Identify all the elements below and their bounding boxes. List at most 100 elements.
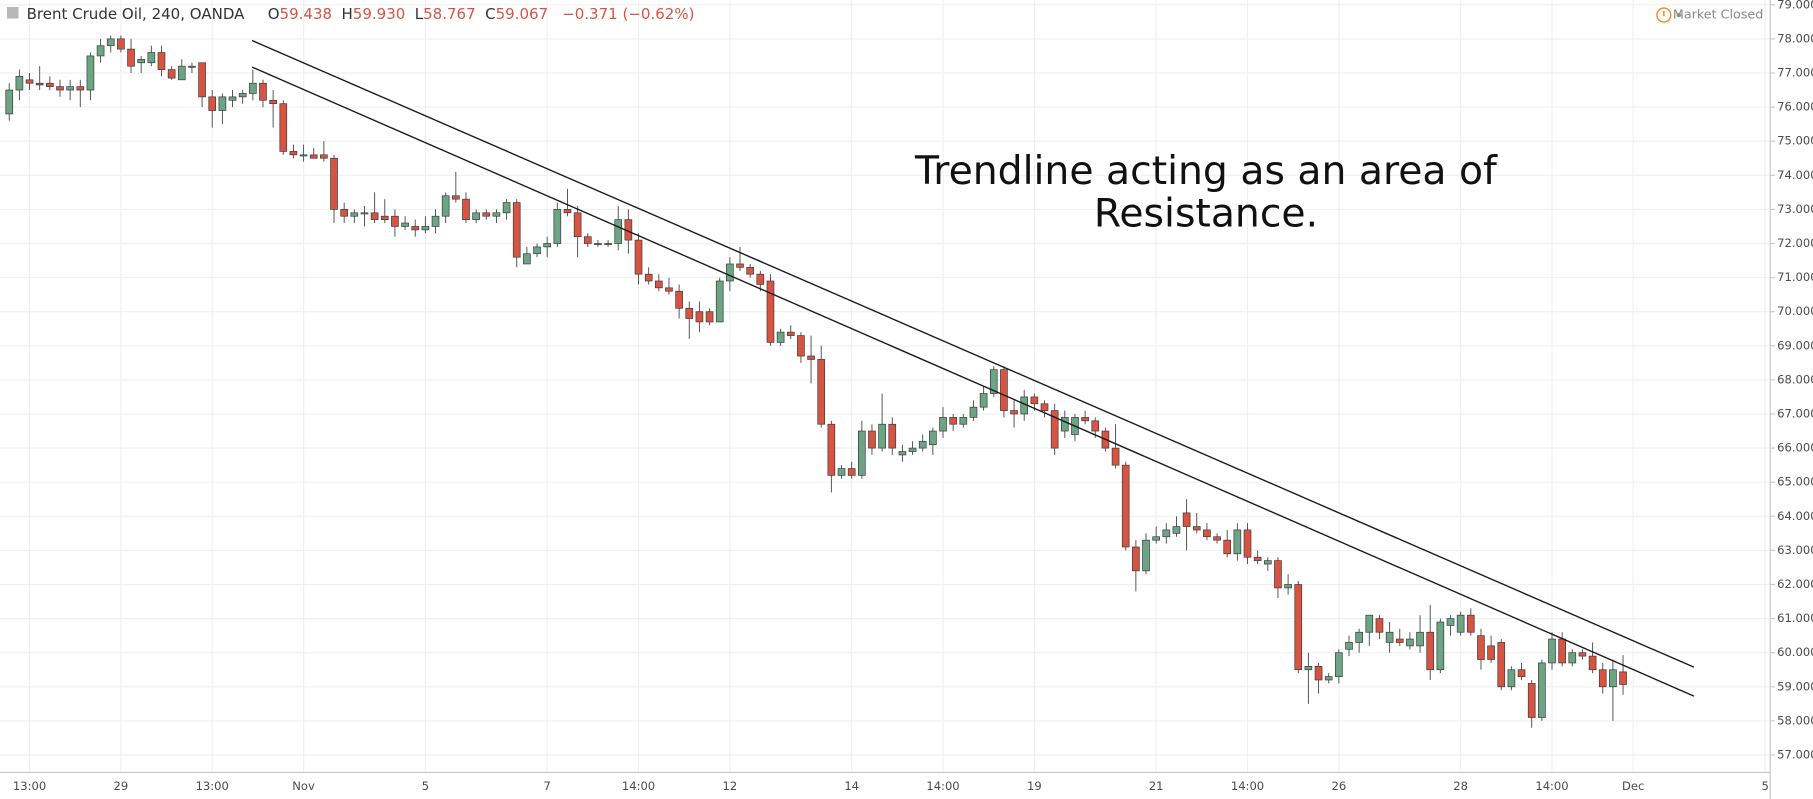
ohlc-label: O	[268, 4, 280, 22]
candle-body	[817, 359, 826, 425]
candle-body	[492, 212, 501, 217]
candle-body	[786, 331, 795, 336]
candle-body	[776, 331, 785, 343]
x-tick-label: 28	[1453, 779, 1468, 793]
candle-body	[1284, 584, 1292, 589]
y-tick-label: 67.000	[1777, 406, 1813, 420]
candle-body	[1060, 417, 1069, 432]
candle-body	[1568, 652, 1577, 664]
ohlc-value: 59.438	[280, 4, 333, 22]
candle-body	[1517, 669, 1526, 677]
candle-body	[1121, 464, 1130, 548]
candle-body	[979, 393, 988, 408]
candle-body	[533, 246, 541, 255]
candle-body	[1010, 410, 1018, 415]
candle-body	[1619, 671, 1627, 685]
candle-body	[1050, 410, 1059, 449]
candle-body	[1152, 536, 1160, 541]
ohlc-label: L	[415, 4, 424, 22]
candle-body	[411, 226, 420, 231]
candle-body	[238, 93, 247, 98]
candle-body	[431, 215, 440, 227]
candles	[5, 35, 1627, 728]
candle-body	[188, 65, 196, 68]
candle-body	[228, 96, 237, 101]
candle-body	[1335, 652, 1343, 677]
candle-body	[1243, 529, 1252, 558]
candle-body	[1365, 614, 1374, 633]
x-tick-label: 7	[543, 779, 550, 793]
candle-body	[726, 263, 734, 282]
candle-body	[1192, 526, 1201, 531]
candle-body	[675, 290, 683, 309]
y-tick-label: 59.000	[1777, 679, 1813, 693]
candle-body	[106, 38, 115, 47]
x-tick-label: Nov	[292, 779, 315, 793]
candle-body	[858, 430, 866, 476]
y-tick-label: 66.000	[1777, 441, 1813, 455]
candle-body	[1263, 560, 1272, 565]
candle-body	[563, 209, 572, 214]
candle-body	[1375, 618, 1384, 633]
candle-body	[35, 82, 44, 86]
y-tick-label: 73.000	[1777, 202, 1813, 216]
candle-body	[380, 215, 389, 220]
candle-body	[1294, 584, 1303, 671]
trendline	[251, 39, 1695, 668]
x-tick-label: 21	[1149, 779, 1164, 793]
candle-body	[1446, 618, 1455, 626]
candle-body	[1456, 614, 1465, 633]
y-tick-label: 65.000	[1777, 475, 1813, 489]
candle-body	[766, 280, 775, 343]
candle-body	[218, 96, 227, 111]
candle-body	[15, 76, 24, 91]
candle-body	[1091, 420, 1100, 432]
candle-body	[198, 62, 206, 98]
candle-body	[1548, 638, 1556, 664]
market-status: Market Closed	[1673, 7, 1763, 22]
candle-body	[177, 65, 186, 81]
candle-body	[685, 307, 694, 319]
status-dot	[1676, 12, 1682, 18]
candle-body	[705, 311, 714, 323]
candle-body	[523, 253, 531, 265]
candle-body	[502, 202, 511, 214]
candle-body	[583, 236, 592, 244]
candle-body	[837, 468, 846, 476]
candle-body	[259, 82, 267, 101]
candle-body	[1132, 546, 1140, 572]
candle-body	[279, 103, 288, 152]
candle-body	[208, 96, 217, 111]
candle-body	[1466, 614, 1475, 633]
y-tick-label: 75.000	[1777, 134, 1813, 148]
candle-body	[56, 86, 64, 91]
candle-body	[1172, 526, 1181, 534]
candle-body	[249, 82, 257, 94]
candle-body	[157, 52, 166, 70]
candle-body	[614, 219, 623, 244]
candle-body	[1588, 655, 1597, 671]
symbol-icon[interactable]	[6, 6, 19, 19]
candle-body	[1274, 560, 1282, 589]
candle-body	[929, 430, 937, 446]
x-tick-label: 5	[1761, 779, 1768, 793]
candle-body	[1436, 621, 1445, 671]
candle-body	[401, 222, 409, 227]
x-tick-label: 14:00	[1231, 779, 1264, 793]
y-tick-label: 64.000	[1777, 509, 1813, 523]
candle-body	[86, 55, 95, 91]
symbol[interactable]: Brent Crude Oil, 240, OANDA	[27, 4, 246, 22]
candle-body	[1609, 669, 1617, 688]
annotation: Resistance.	[1094, 192, 1318, 237]
candle-body	[746, 267, 754, 275]
y-tick-label: 79.000	[1777, 0, 1813, 11]
candle-body	[127, 48, 135, 67]
x-tick-label: 13:00	[196, 779, 229, 793]
candle-body	[5, 89, 14, 115]
candle-body	[1203, 529, 1211, 538]
candle-body	[391, 215, 399, 227]
candle-body	[1477, 635, 1485, 660]
y-tick-label: 62.000	[1777, 577, 1813, 591]
y-tick-label: 71.000	[1777, 270, 1813, 284]
candle-body	[604, 243, 612, 245]
